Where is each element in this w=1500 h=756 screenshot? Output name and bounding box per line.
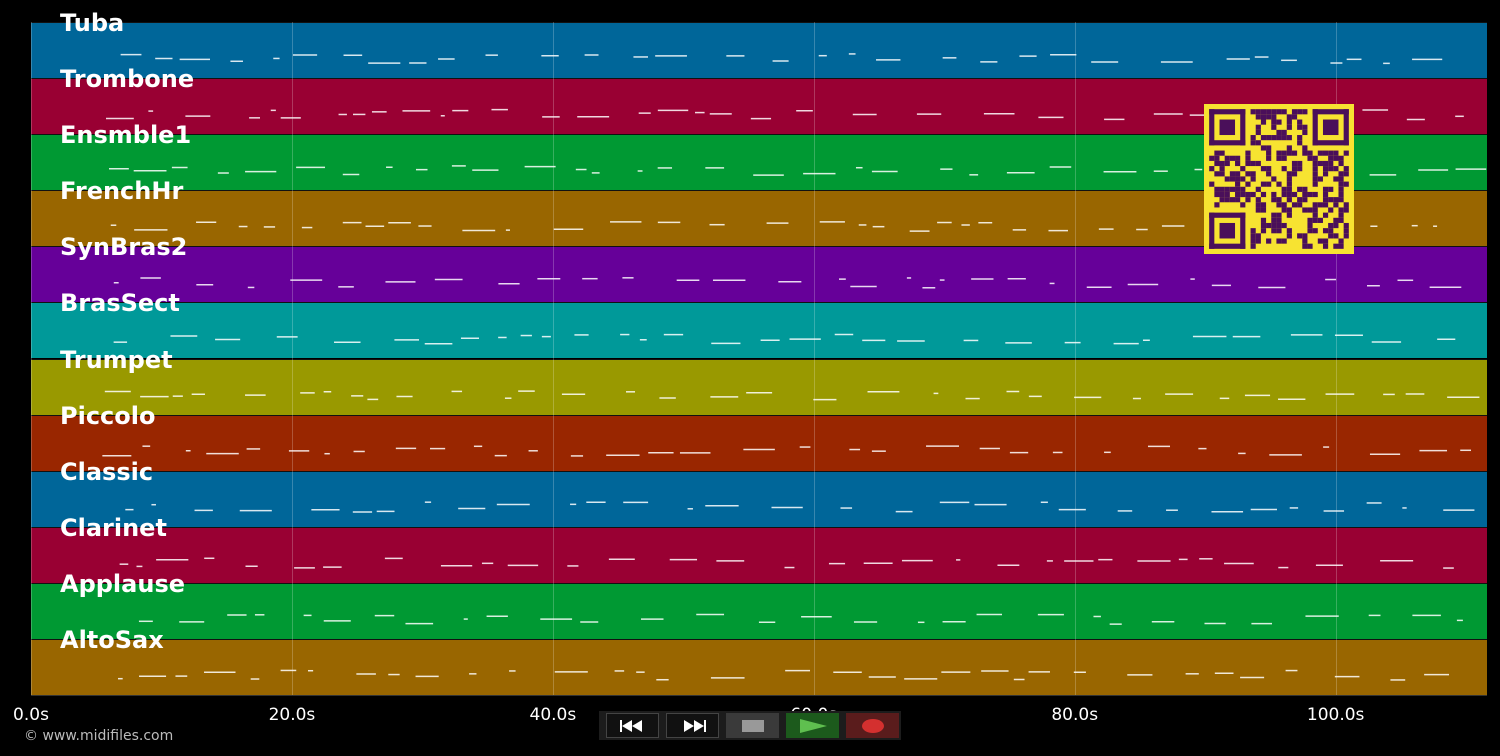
track-lane-clarinet[interactable]: Clarinet bbox=[31, 516, 1487, 583]
track-lane-tuba[interactable]: Tuba bbox=[31, 11, 1487, 79]
track-lane-synbras2[interactable]: SynBras2 bbox=[31, 235, 1487, 303]
tick-label: 100.0s bbox=[1306, 705, 1365, 725]
transport-controls bbox=[599, 711, 901, 740]
rewind-button[interactable] bbox=[606, 713, 659, 738]
track-lane-applause[interactable]: Applause bbox=[31, 572, 1487, 639]
qr-code-icon[interactable] bbox=[1204, 104, 1354, 254]
track-label: Tuba bbox=[60, 9, 125, 37]
track-lane-trumpet[interactable]: Trumpet bbox=[31, 348, 1487, 415]
axis-line bbox=[31, 695, 1487, 696]
track-lane-altosax[interactable]: AltoSax bbox=[31, 628, 1487, 695]
tick-label: 0.0s bbox=[13, 705, 49, 725]
play-icon bbox=[799, 718, 827, 733]
track-lane-piccolo[interactable]: Piccolo bbox=[31, 404, 1487, 471]
track-lane-brassect[interactable]: BrasSect bbox=[31, 291, 1487, 359]
track-lane-classic[interactable]: Classic bbox=[31, 460, 1487, 527]
stop-button[interactable] bbox=[726, 713, 779, 738]
tick-label: 20.0s bbox=[268, 705, 316, 725]
copyright-notice: © www.midifiles.com bbox=[24, 728, 174, 744]
play-button[interactable] bbox=[786, 713, 839, 738]
tick-label: 40.0s bbox=[529, 705, 577, 725]
rewind-icon bbox=[619, 719, 642, 732]
stop-icon bbox=[741, 719, 764, 732]
fast-forward-button[interactable] bbox=[666, 713, 719, 738]
record-icon bbox=[861, 718, 884, 733]
tick-label: 80.0s bbox=[1051, 705, 1099, 725]
fast-forward-icon bbox=[683, 719, 706, 732]
record-button[interactable] bbox=[846, 713, 899, 738]
